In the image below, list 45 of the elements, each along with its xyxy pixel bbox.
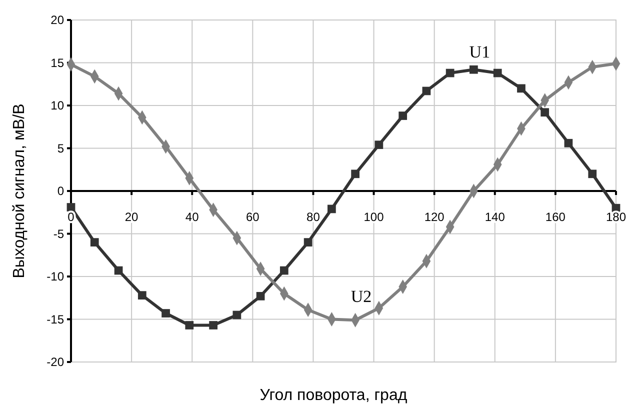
point — [280, 266, 288, 275]
series-label: U2 — [350, 287, 372, 306]
point — [328, 204, 336, 214]
x-tick-label: 80 — [306, 210, 320, 224]
y-tick-label: -15 — [46, 312, 64, 326]
point — [138, 291, 146, 300]
x-tick-label: 20 — [124, 210, 139, 224]
y-tick-label: 15 — [50, 56, 64, 70]
point — [256, 292, 265, 300]
point — [351, 170, 360, 178]
point — [114, 266, 123, 275]
point — [540, 108, 550, 117]
x-tick-label: 180 — [606, 210, 626, 224]
point — [304, 238, 312, 246]
point — [446, 68, 454, 78]
point — [517, 84, 526, 93]
point — [232, 310, 242, 320]
x-tick-label: 60 — [246, 210, 260, 224]
point — [564, 138, 573, 148]
y-tick-label: -5 — [53, 226, 64, 241]
x-tick-label: 100 — [364, 210, 384, 224]
y-tick-label: 0 — [57, 184, 64, 198]
point — [398, 112, 408, 120]
point — [493, 68, 502, 78]
x-tick-label: 120 — [424, 210, 445, 224]
series-label: U1 — [469, 42, 490, 62]
x-axis-title: Угол поворота, град — [260, 387, 408, 404]
x-tick-label: 140 — [484, 210, 506, 224]
point — [90, 238, 99, 246]
point — [470, 65, 478, 74]
point — [374, 140, 384, 150]
y-tick-label: -20 — [46, 355, 64, 370]
point — [66, 203, 76, 212]
point — [185, 321, 194, 330]
y-tick-label: 5 — [57, 141, 64, 156]
y-tick-label: 20 — [50, 13, 64, 28]
y-tick-label: 10 — [50, 98, 64, 113]
y-axis-title: Выходной сигнал, мВ/В — [11, 104, 28, 278]
point — [209, 321, 218, 330]
y-tick-label: -10 — [46, 270, 64, 284]
x-tick-label: 160 — [545, 210, 566, 224]
point — [162, 309, 170, 318]
point — [422, 86, 431, 96]
x-tick-label: 40 — [185, 210, 200, 224]
point — [588, 170, 597, 178]
